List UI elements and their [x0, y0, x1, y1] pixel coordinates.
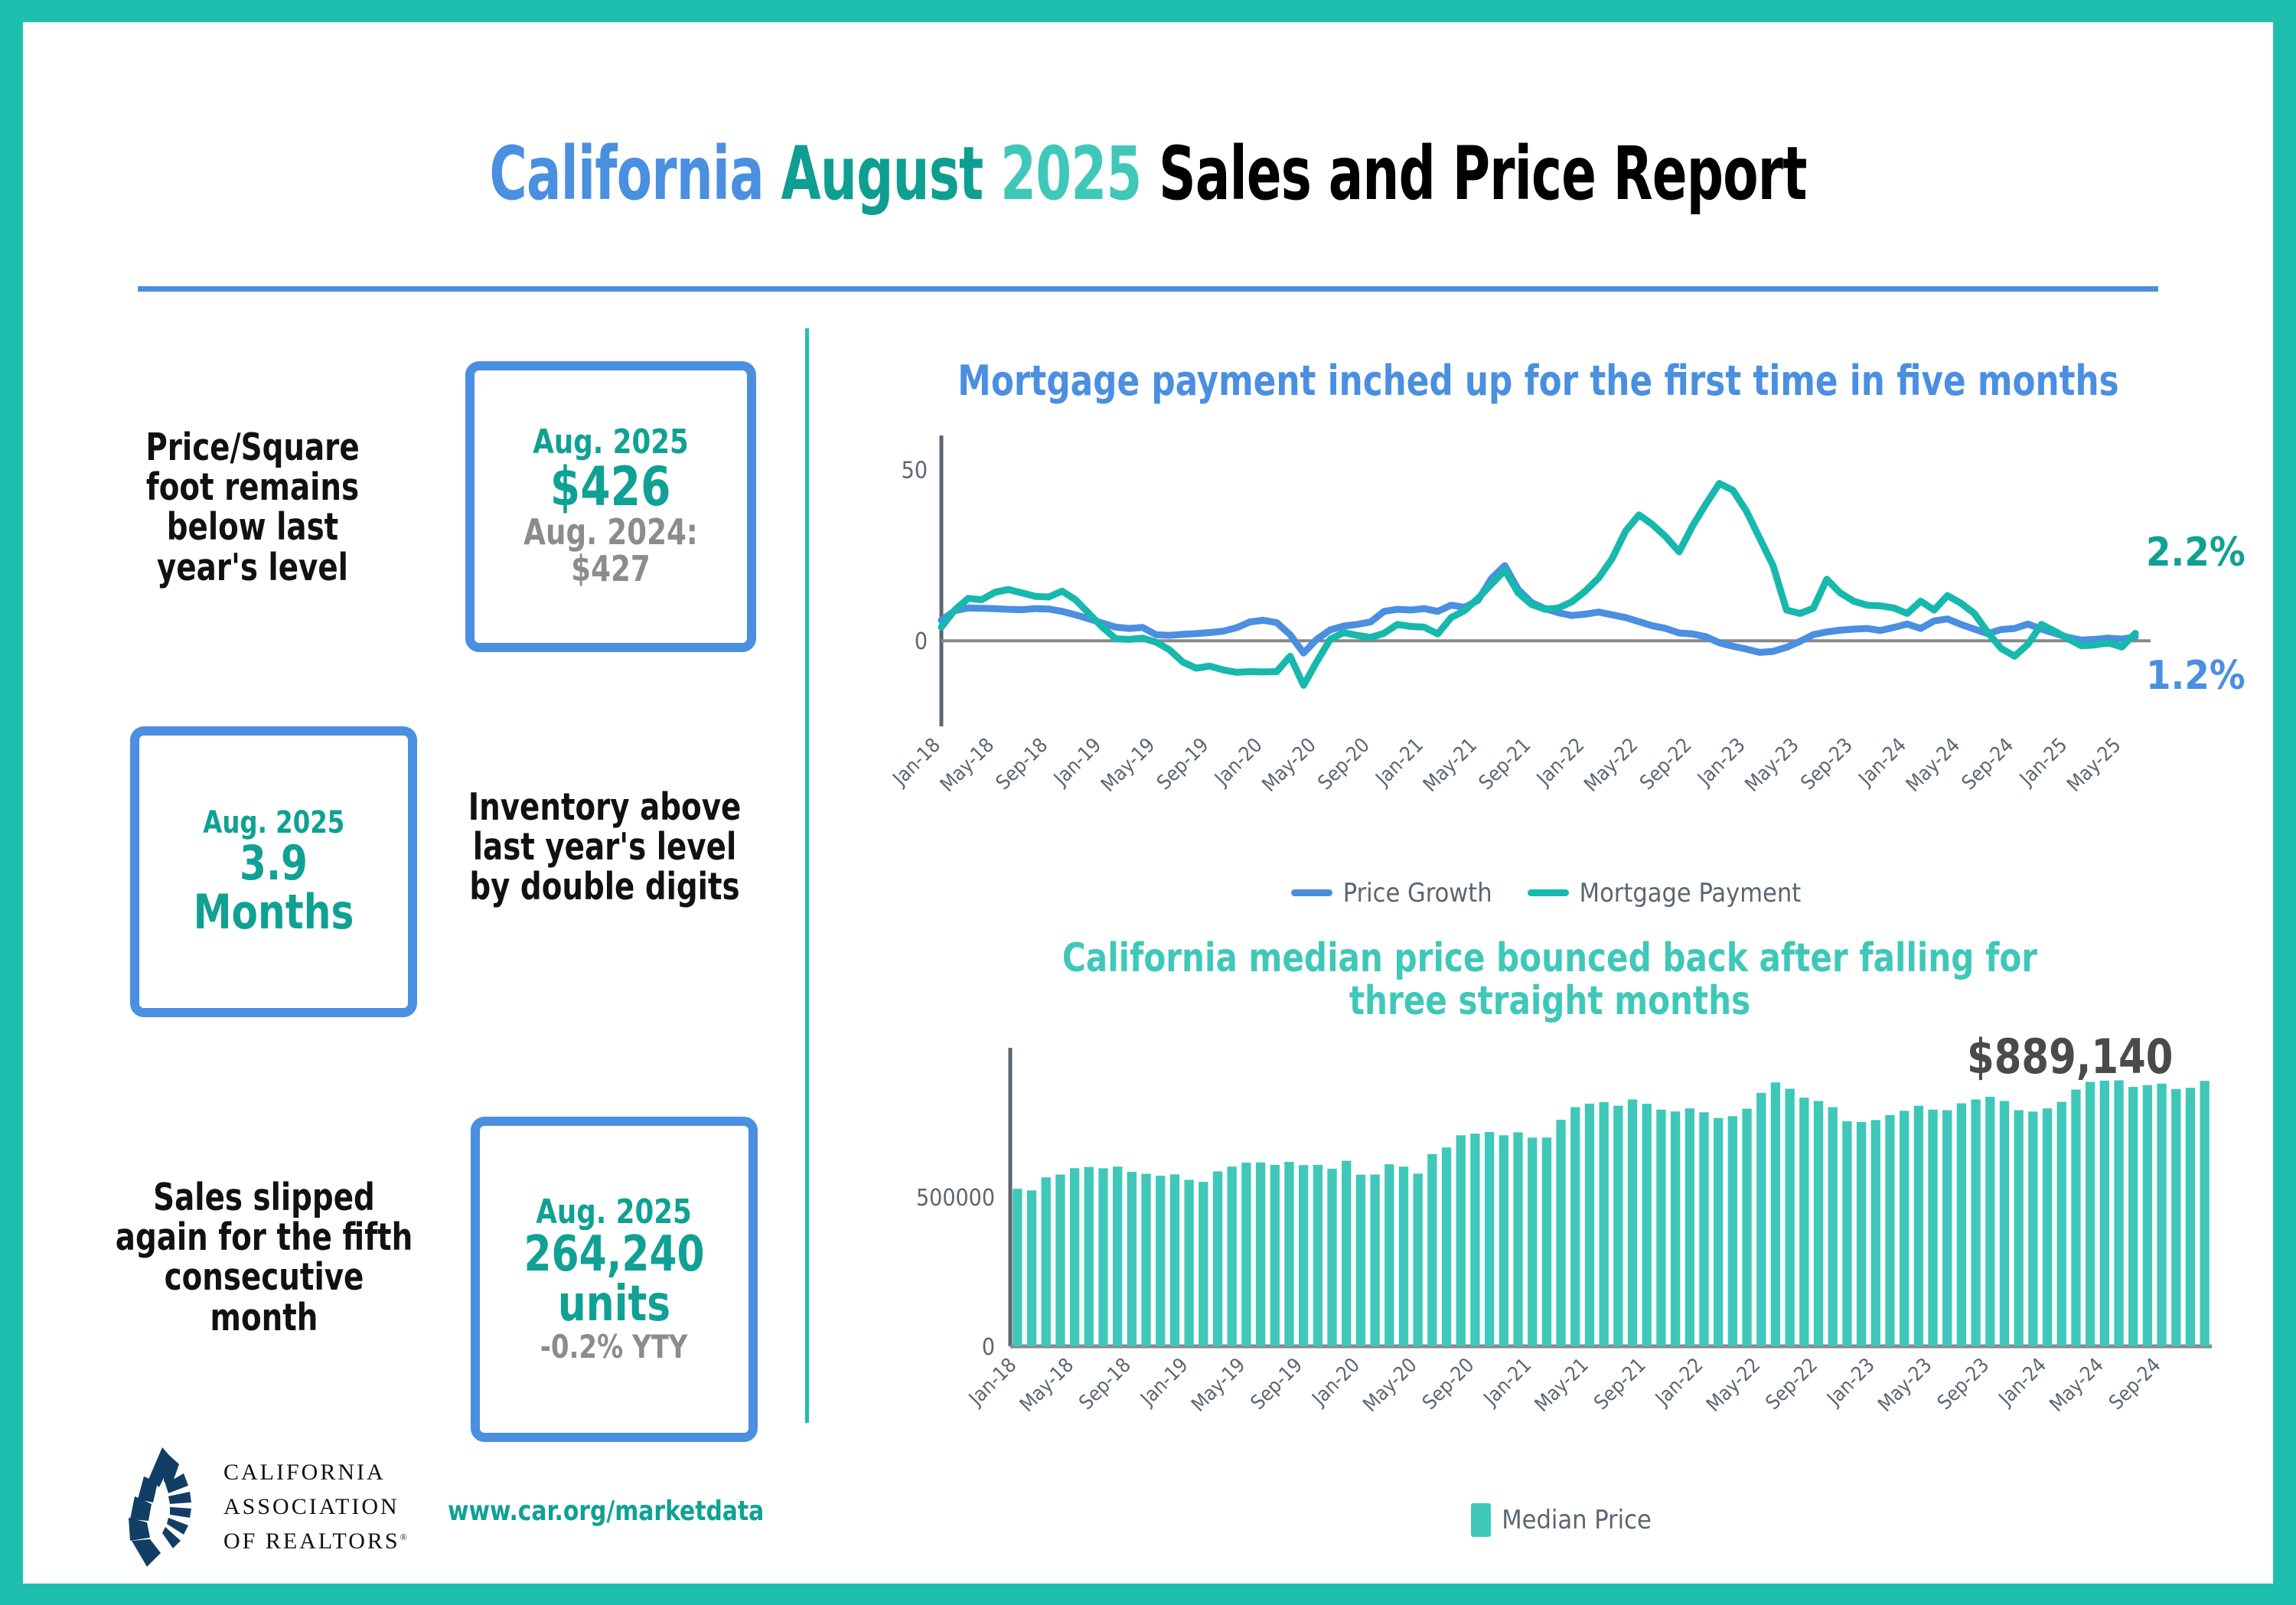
svg-text:May-24: May-24 — [1902, 733, 1965, 796]
svg-text:Jan-25: Jan-25 — [2014, 733, 2072, 791]
title-year: 2025 — [1000, 130, 1159, 217]
svg-text:Jan-23: Jan-23 — [1822, 1353, 1880, 1411]
title-month: August — [781, 130, 1001, 217]
infographic-page: California August 2025 Sales and Price R… — [23, 21, 2273, 1584]
svg-text:1.2%: 1.2% — [2146, 652, 2245, 698]
svg-text:May-18: May-18 — [936, 733, 999, 796]
line-chart-title: Mortgage payment inched up for the first… — [957, 356, 2119, 405]
legend-swatch-icon — [1527, 889, 1569, 896]
stat-box-label: Aug. 2025 — [536, 1192, 693, 1231]
svg-text:Sep-20: Sep-20 — [1313, 733, 1374, 794]
blurb-sales: Sales slipped again for the fifth consec… — [115, 1175, 413, 1339]
car-logo: CALIFORNIA ASSOCIATION OF REALTORS® — [115, 1446, 409, 1568]
svg-text:Sep-18: Sep-18 — [992, 733, 1052, 794]
svg-text:May-23: May-23 — [1741, 733, 1804, 796]
legend-item-median-price: Median Price — [1471, 1502, 1652, 1537]
svg-text:Sep-23: Sep-23 — [1933, 1353, 1994, 1414]
legend-item-price-growth: Price Growth — [1290, 877, 1492, 909]
svg-text:Sep-22: Sep-22 — [1636, 733, 1696, 794]
svg-text:Sep-22: Sep-22 — [1762, 1353, 1822, 1414]
stat-box-sub: Aug. 2024: $427 — [523, 511, 698, 590]
legend-label: Price Growth — [1342, 877, 1492, 909]
stat-box-sub: -0.2% YTY — [540, 1327, 688, 1365]
logo-line-1: CALIFORNIA — [223, 1460, 386, 1485]
svg-text:Jan-18: Jan-18 — [888, 733, 945, 791]
svg-text:Jan-20: Jan-20 — [1307, 1353, 1365, 1411]
svg-text:May-20: May-20 — [1359, 1353, 1422, 1416]
stat-box-label: Aug. 2025 — [202, 805, 345, 841]
legend-swatch-icon — [1290, 889, 1332, 896]
svg-text:Jan-22: Jan-22 — [1531, 733, 1589, 791]
page-title: California August 2025 Sales and Price R… — [23, 137, 2273, 210]
line-chart-svg: 050Jan-18May-18Sep-18Jan-19May-19Sep-19J… — [888, 435, 2245, 796]
bar-chart-title: California median price bounced back aft… — [1062, 935, 2038, 1024]
stat-box-value: $426 — [550, 455, 671, 519]
svg-text:Jan-18: Jan-18 — [964, 1353, 1021, 1411]
svg-text:Sep-24: Sep-24 — [1958, 733, 2018, 794]
median-price-annotation: $889,140 — [1967, 1028, 2174, 1085]
line-chart-legend: Price Growth Mortgage Payment — [850, 878, 2242, 909]
svg-text:May-18: May-18 — [1016, 1353, 1078, 1416]
title-divider — [138, 285, 2158, 292]
legend-item-mortgage-payment: Mortgage Payment — [1527, 877, 1802, 909]
svg-text:May-20: May-20 — [1258, 733, 1321, 796]
bar-chart: 0 500000 Jan-18 May-18 Sep-18 Jan-19 May-19 Sep… — [880, 1040, 2242, 1416]
legend-label: Median Price — [1502, 1504, 1652, 1535]
svg-text:Sep-23: Sep-23 — [1796, 733, 1857, 794]
svg-text:Jan-20: Jan-20 — [1209, 733, 1267, 791]
stat-box-value: 3.9 Months — [193, 835, 354, 940]
svg-text:Jan-21: Jan-21 — [1479, 1353, 1536, 1411]
svg-text:May-22: May-22 — [1580, 733, 1642, 796]
car-fan-logo-icon — [129, 1447, 191, 1567]
svg-text:0: 0 — [915, 628, 928, 655]
svg-text:May-25: May-25 — [2063, 733, 2125, 796]
svg-text:May-21: May-21 — [1419, 733, 1482, 796]
svg-text:May-19: May-19 — [1097, 733, 1159, 796]
svg-text:Jan-24: Jan-24 — [1854, 733, 1911, 791]
svg-text:Jan-23: Jan-23 — [1692, 733, 1750, 791]
stat-box-inventory: Aug. 2025 3.9 Months — [130, 726, 417, 1017]
blurb-inventory: Inventory above last year's level by dou… — [468, 785, 742, 909]
svg-text:Jan-22: Jan-22 — [1650, 1353, 1707, 1411]
svg-text:Jan-24: Jan-24 — [1994, 1353, 2051, 1411]
stat-box-label: Aug. 2025 — [533, 422, 689, 462]
svg-text:May-22: May-22 — [1702, 1353, 1765, 1416]
svg-text:May-23: May-23 — [1874, 1353, 1936, 1416]
stat-box-sales: Aug. 2025 264,240 units -0.2% YTY — [471, 1116, 758, 1442]
car-logo-text: CALIFORNIA ASSOCIATION OF REALTORS® — [223, 1455, 409, 1558]
svg-text:May-24: May-24 — [2046, 1353, 2108, 1416]
svg-text:Sep-24: Sep-24 — [2105, 1353, 2165, 1414]
svg-text:Sep-21: Sep-21 — [1475, 733, 1535, 794]
svg-text:Sep-21: Sep-21 — [1590, 1353, 1650, 1414]
svg-text:Jan-19: Jan-19 — [1049, 733, 1106, 791]
svg-text:Sep-19: Sep-19 — [1247, 1353, 1307, 1414]
column-divider — [805, 328, 809, 1423]
svg-text:May-19: May-19 — [1187, 1353, 1250, 1416]
svg-text:May-21: May-21 — [1531, 1353, 1593, 1416]
title-rest: Sales and Price Report — [1159, 130, 1807, 217]
blurb-price-per-sqft: Price/Square foot remains below last yea… — [145, 425, 360, 589]
logo-line-3: OF REALTORS — [223, 1528, 400, 1554]
svg-text:2.2%: 2.2% — [2146, 529, 2245, 575]
bar-chart-legend: Median Price — [880, 1502, 2242, 1537]
svg-text:Sep-20: Sep-20 — [1418, 1353, 1479, 1414]
legend-label: Mortgage Payment — [1579, 877, 1802, 909]
stat-box-price-per-sqft: Aug. 2025 $426 Aug. 2024: $427 — [465, 360, 756, 652]
svg-text:500000: 500000 — [916, 1185, 995, 1212]
svg-text:Sep-18: Sep-18 — [1075, 1353, 1135, 1414]
legend-swatch-icon — [1471, 1502, 1492, 1537]
svg-text:Sep-19: Sep-19 — [1153, 733, 1213, 794]
website-url-link[interactable]: www.car.org/marketdata — [448, 1495, 765, 1527]
stat-box-value: 264,240 units — [523, 1225, 705, 1333]
line-chart: 0 50 Jan-18 May-18 Sep-18 Jan-19 May-19 Sep-19 J… — [850, 428, 2245, 796]
svg-text:Jan-21: Jan-21 — [1371, 733, 1428, 791]
logo-line-2: ASSOCIATION — [223, 1494, 400, 1519]
title-state: California — [489, 130, 781, 217]
svg-text:Jan-19: Jan-19 — [1135, 1353, 1192, 1411]
svg-text:50: 50 — [902, 457, 928, 484]
svg-text:0: 0 — [982, 1334, 995, 1361]
